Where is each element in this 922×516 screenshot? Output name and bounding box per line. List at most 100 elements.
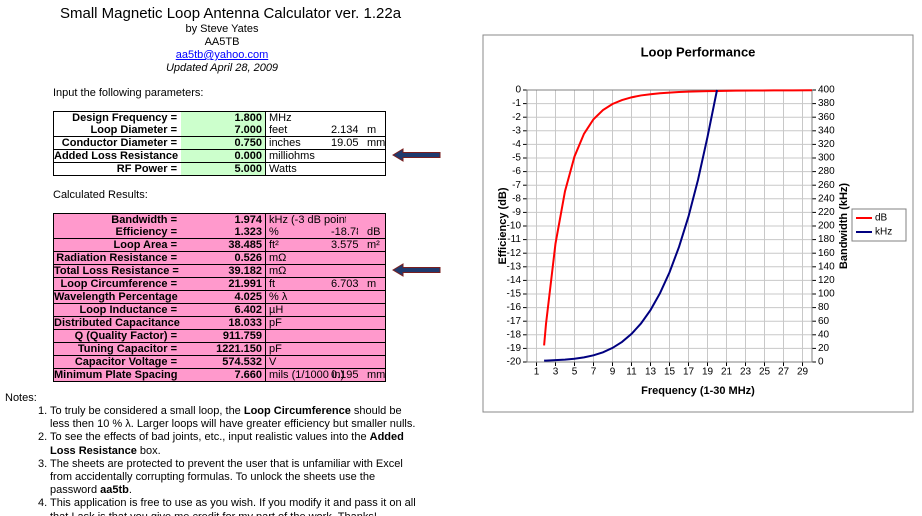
label-cell: Wavelength Percentage = xyxy=(54,291,180,303)
y-tick-label: -9 xyxy=(512,207,521,218)
table-row: Conductor Diameter = 0.750 inches 19.050 mm xyxy=(53,137,386,150)
legend-label: kHz xyxy=(875,227,892,238)
unit-cell: % xyxy=(269,226,279,238)
value-cell-bg xyxy=(181,214,266,226)
table-row: Loop Diameter = 7.000 feet 2.134 m xyxy=(53,124,386,137)
x-axis-title: Frequency (1-30 MHz) xyxy=(641,385,755,397)
y-tick-label: -13 xyxy=(507,261,522,272)
label-cell: Minimum Plate Spacing = xyxy=(54,369,180,381)
value-2-cell: 19.050 xyxy=(331,137,358,149)
note-text: should be less then 10 % λ. Larger loops… xyxy=(50,405,416,431)
value-cell-bg xyxy=(181,163,266,175)
value-cell: 0.526 xyxy=(234,252,262,264)
table-row: Minimum Plate Spacing = 7.660 mils (1/1000… xyxy=(53,369,386,382)
y2-tick-label: 220 xyxy=(818,207,835,218)
x-tick-label: 13 xyxy=(645,367,657,378)
value-cell-bg xyxy=(181,239,266,251)
y2-tick-label: 160 xyxy=(818,248,835,259)
value-cell-bg xyxy=(181,317,266,329)
y2-tick-label: 380 xyxy=(818,98,835,109)
label-cell: Added Loss Resistance = xyxy=(54,150,180,162)
unit-cell: kHz (-3 dB points) xyxy=(269,214,346,226)
notes-heading: Notes: xyxy=(5,392,37,404)
unit-cell: pF xyxy=(269,317,282,329)
y2-axis-title: Bandwidth (kHz) xyxy=(838,183,850,269)
y-tick-label: -8 xyxy=(512,193,521,204)
label-cell: Q (Quality Factor) = xyxy=(74,330,177,342)
value-cell: 1.323 xyxy=(234,226,262,238)
table-row: Bandwidth = 1.974 kHz (-3 dB points) xyxy=(53,213,386,227)
value-cell: 5.000 xyxy=(234,163,262,175)
note-text: 3. The sheets are protected to prevent t… xyxy=(38,457,403,497)
x-tick-label: 19 xyxy=(702,367,714,378)
unit-2-cell: m² xyxy=(367,239,380,251)
unit-cell: V xyxy=(269,356,277,368)
x-tick-label: 25 xyxy=(759,367,771,378)
updated-date: Updated April 28, 2009 xyxy=(165,62,279,74)
note: 4. This application is free to use as yo… xyxy=(38,497,423,516)
unit-cell: mΩ xyxy=(269,252,287,264)
note-text: 1. To truly be considered a small loop, … xyxy=(38,405,244,417)
y-tick-label: -20 xyxy=(507,357,522,368)
legend-label: dB xyxy=(875,213,888,224)
unit-cell: pF xyxy=(269,343,282,355)
table-row: Design Frequency = 1.800 MHz xyxy=(53,111,386,125)
value-2-cell: -18.783 xyxy=(331,226,358,238)
value-cell-bg xyxy=(181,291,266,303)
unit-cell: milliohms xyxy=(269,150,315,162)
value-cell-bg xyxy=(181,356,266,368)
value-cell: 38.485 xyxy=(228,239,262,251)
table-row: RF Power = 5.000 Watts xyxy=(53,163,386,176)
table-row: Loop Inductance = 6.402 µH xyxy=(53,304,386,317)
value-cell: 0.750 xyxy=(234,137,262,149)
legend-box xyxy=(851,208,907,242)
unit-2-cell: dB xyxy=(367,226,381,238)
y-tick-label: -16 xyxy=(507,302,522,313)
note: 1. To truly be considered a small loop, … xyxy=(38,405,423,431)
unit-2-cell: mm xyxy=(367,137,385,149)
unit-cell: MHz xyxy=(269,112,292,124)
label-cell: Total Loss Resistance = xyxy=(54,265,179,277)
table-row: Q (Quality Factor) = 911.759 xyxy=(53,330,386,343)
note-bold-text: Loop Circumference xyxy=(243,405,351,417)
x-tick-label: 23 xyxy=(740,367,752,378)
y2-tick-label: 0 xyxy=(818,357,824,368)
value-cell-bg xyxy=(181,252,266,264)
label-cell: RF Power = xyxy=(116,163,177,175)
x-tick-label: 21 xyxy=(721,367,733,378)
value-cell-bg xyxy=(181,265,266,277)
arrows xyxy=(392,148,441,277)
value-2-cell: 6.703 xyxy=(331,278,358,290)
table-row: Wavelength Percentage = 4.025 % λ xyxy=(53,291,386,304)
value-cell: 1.974 xyxy=(234,214,262,226)
y2-tick-label: 120 xyxy=(818,275,835,286)
label-cell: Radiation Resistance = xyxy=(56,252,177,264)
notes: 1. To truly be considered a small loop, … xyxy=(38,405,423,516)
y-tick-label: -19 xyxy=(507,343,522,354)
label-cell: Efficiency = xyxy=(115,226,177,238)
y2-tick-label: 60 xyxy=(818,316,830,327)
table-row: Tuning Capacitor = 1221.150 pF xyxy=(53,343,386,356)
value-cell-bg xyxy=(181,369,266,381)
value-cell: 18.033 xyxy=(228,317,262,329)
y-tick-label: -18 xyxy=(507,329,522,340)
email-link[interactable]: aa5tb@yahoo.com xyxy=(175,49,269,61)
value-cell-bg xyxy=(181,304,266,316)
y2-tick-label: 40 xyxy=(818,329,830,340)
y2-tick-label: 240 xyxy=(818,193,835,204)
table-row: Distributed Capacitance = 18.033 pF xyxy=(53,317,386,330)
y2-tick-label: 320 xyxy=(818,139,835,150)
x-tick-label: 1 xyxy=(534,367,540,378)
value-cell-bg xyxy=(181,343,266,355)
y-tick-label: -15 xyxy=(507,289,522,300)
y2-tick-label: 360 xyxy=(818,112,835,123)
unit-cell: µH xyxy=(269,304,284,316)
y-tick-label: -5 xyxy=(512,153,521,164)
y-tick-label: -4 xyxy=(512,139,521,150)
label-cell: Loop Diameter = xyxy=(90,124,178,136)
y2-tick-label: 180 xyxy=(818,234,835,245)
value-cell: 911.759 xyxy=(222,330,262,342)
y2-tick-label: 260 xyxy=(818,180,835,191)
unit-cell: mils (1/1000 in) xyxy=(269,369,345,381)
series-line xyxy=(543,89,813,346)
